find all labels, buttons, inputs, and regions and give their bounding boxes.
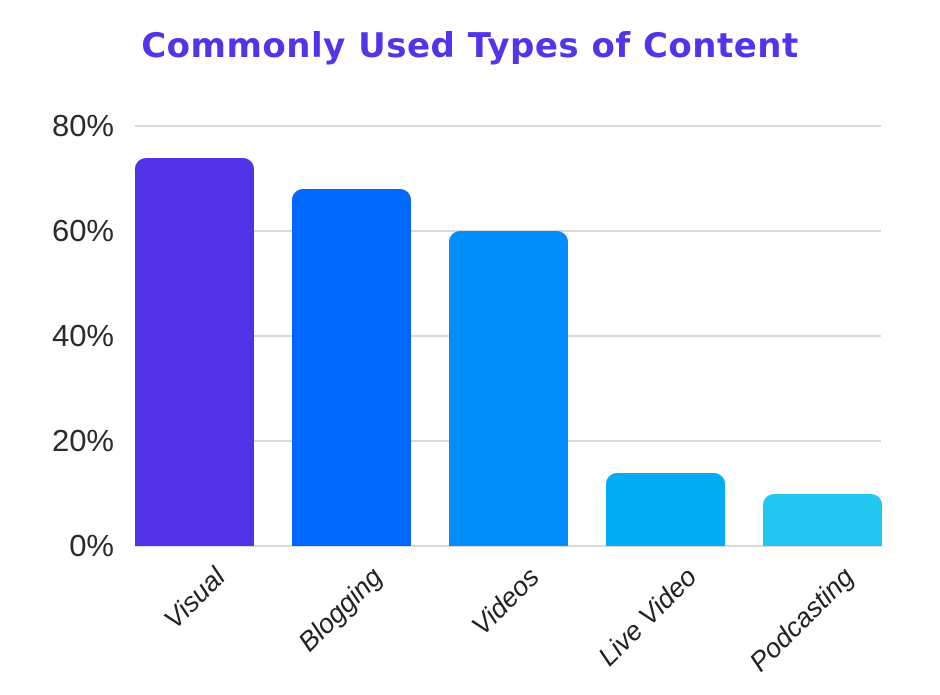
bar-live-video: [606, 472, 725, 546]
bar-videos: [449, 231, 568, 546]
gridline-80%: [135, 125, 881, 127]
y-tick-label-80%: 80%: [51, 108, 114, 143]
y-tick-label-20%: 20%: [51, 423, 114, 458]
plot-area: [135, 125, 882, 547]
x-tick-label-videos: Videos: [466, 561, 546, 641]
chart-title: Commonly Used Types of Content: [141, 26, 799, 66]
gridline-0%: [135, 545, 881, 547]
bar-visual: [135, 157, 254, 546]
x-tick-label-live-video: Live Video: [592, 561, 703, 672]
x-tick-label-podcasting: Podcasting: [743, 561, 860, 678]
y-tick-label-40%: 40%: [51, 318, 114, 353]
bar-podcasting: [763, 493, 882, 546]
bar-blogging: [292, 189, 411, 546]
y-tick-label-60%: 60%: [51, 213, 114, 248]
x-tick-label-visual: Visual: [158, 561, 232, 635]
y-tick-label-0%: 0%: [69, 528, 114, 563]
x-tick-label-blogging: Blogging: [292, 561, 389, 658]
